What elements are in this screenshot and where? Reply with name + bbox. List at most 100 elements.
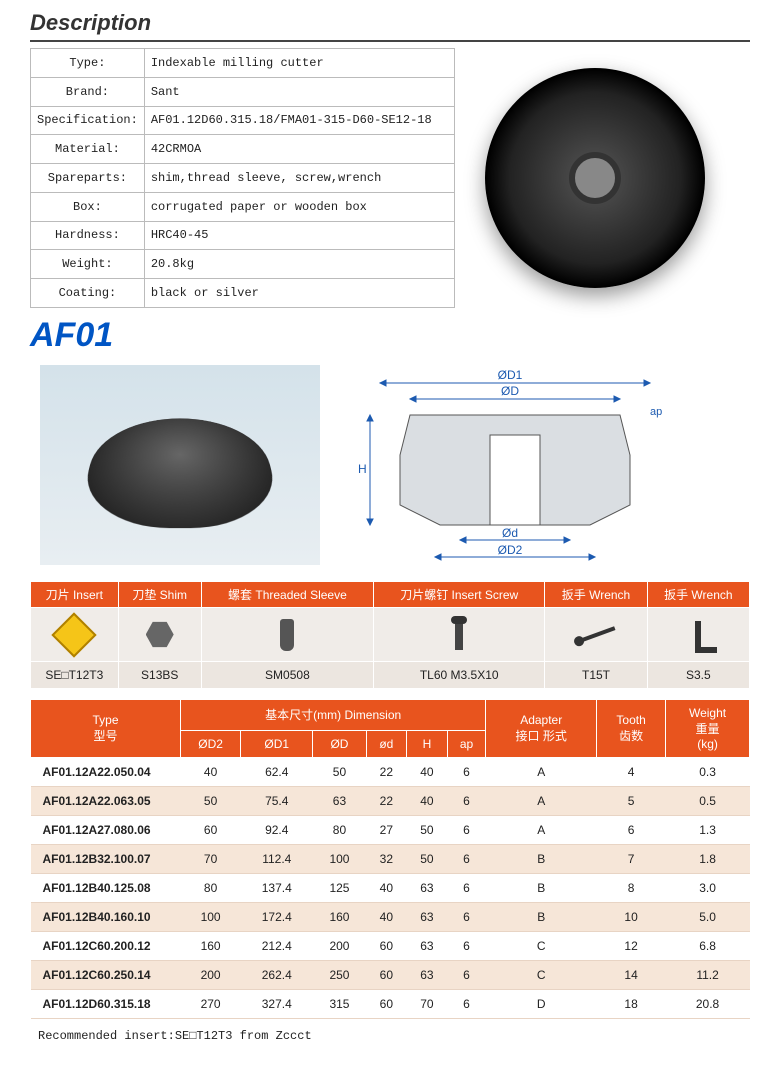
col-tooth: Tooth齿数	[597, 700, 666, 758]
cell-weight: 11.2	[666, 961, 750, 990]
cell-d: 80	[313, 816, 366, 845]
render-3d	[40, 365, 320, 565]
cell-type: AF01.12D60.315.18	[31, 990, 181, 1019]
desc-value: black or silver	[144, 279, 454, 308]
cell-tooth: 8	[597, 874, 666, 903]
cell-adapter: C	[486, 932, 597, 961]
table-row: AF01.12B32.100.07 70 112.4 100 32 50 6 B…	[31, 845, 750, 874]
desc-value: corrugated paper or wooden box	[144, 192, 454, 221]
cell-weight: 6.8	[666, 932, 750, 961]
cell-tooth: 10	[597, 903, 666, 932]
table-row: AF01.12C60.200.12 160 212.4 200 60 63 6 …	[31, 932, 750, 961]
cell-d: 160	[313, 903, 366, 932]
col-weight: Weight重量(kg)	[666, 700, 750, 758]
dimensions-table: Type型号 基本尺寸(mm) Dimension Adapter接口 形式 T…	[30, 699, 750, 1019]
cell-type: AF01.12C60.250.14	[31, 961, 181, 990]
table-row: AF01.12B40.125.08 80 137.4 125 40 63 6 B…	[31, 874, 750, 903]
cell-h: 63	[407, 903, 448, 932]
svg-text:ØD: ØD	[501, 384, 519, 398]
cell-d: 50	[313, 758, 366, 787]
cell-d: 63	[313, 787, 366, 816]
cell-h: 70	[407, 990, 448, 1019]
parts-header: 刀垫 Shim	[118, 582, 201, 608]
cell-adapter: B	[486, 874, 597, 903]
cell-weight: 0.3	[666, 758, 750, 787]
table-row: AF01.12A22.050.04 40 62.4 50 22 40 6 A 4…	[31, 758, 750, 787]
parts-header: 扳手 Wrench	[647, 582, 749, 608]
cell-h: 40	[407, 758, 448, 787]
cell-d2: 270	[181, 990, 241, 1019]
cell-d2: 40	[181, 758, 241, 787]
cell-sd: 60	[366, 990, 407, 1019]
cell-weight: 5.0	[666, 903, 750, 932]
col-type: Type型号	[31, 700, 181, 758]
cell-d2: 100	[181, 903, 241, 932]
description-table: Type:Indexable milling cutterBrand:SantS…	[30, 48, 455, 308]
cell-d1: 212.4	[241, 932, 313, 961]
cell-type: AF01.12A22.050.04	[31, 758, 181, 787]
screw-icon	[455, 620, 463, 650]
cell-sd: 60	[366, 932, 407, 961]
cell-weight: 0.5	[666, 787, 750, 816]
cell-adapter: A	[486, 758, 597, 787]
part-icon-cell	[647, 608, 749, 662]
cell-ap: 6	[447, 787, 486, 816]
cell-adapter: B	[486, 845, 597, 874]
cell-d: 125	[313, 874, 366, 903]
parts-table: 刀片 Insert刀垫 Shim螺套 Threaded Sleeve刀片螺钉 I…	[30, 581, 750, 689]
desc-label: Box:	[31, 192, 145, 221]
cell-type: AF01.12A27.080.06	[31, 816, 181, 845]
parts-header: 刀片螺钉 Insert Screw	[374, 582, 545, 608]
cell-type: AF01.12B32.100.07	[31, 845, 181, 874]
cell-type: AF01.12B40.125.08	[31, 874, 181, 903]
cell-sd: 32	[366, 845, 407, 874]
part-code: SE□T12T3	[31, 662, 119, 689]
svg-text:ap: ap	[650, 406, 662, 418]
table-row: AF01.12D60.315.18 270 327.4 315 60 70 6 …	[31, 990, 750, 1019]
desc-value: Indexable milling cutter	[144, 49, 454, 78]
col-dimension: 基本尺寸(mm) Dimension	[181, 700, 486, 731]
desc-value: AF01.12D60.315.18/FMA01-315-D60-SE12-18	[144, 106, 454, 135]
dim-subheader: ØD2	[181, 730, 241, 757]
cell-d2: 50	[181, 787, 241, 816]
part-icon-cell	[545, 608, 647, 662]
part-code: SM0508	[201, 662, 373, 689]
cell-adapter: A	[486, 787, 597, 816]
cell-d1: 262.4	[241, 961, 313, 990]
cell-sd: 40	[366, 903, 407, 932]
cell-d: 315	[313, 990, 366, 1019]
cutter-disc-render	[485, 68, 705, 288]
section-title: Description	[30, 10, 750, 42]
svg-text:ØD1: ØD1	[498, 368, 523, 382]
cell-ap: 6	[447, 932, 486, 961]
cell-d1: 62.4	[241, 758, 313, 787]
insert-icon	[52, 612, 97, 657]
table-row: AF01.12A27.080.06 60 92.4 80 27 50 6 A 6…	[31, 816, 750, 845]
cell-d2: 80	[181, 874, 241, 903]
top-row: Type:Indexable milling cutterBrand:SantS…	[30, 48, 750, 308]
cell-d: 250	[313, 961, 366, 990]
cell-d2: 70	[181, 845, 241, 874]
part-icon-cell	[118, 608, 201, 662]
parts-header: 螺套 Threaded Sleeve	[201, 582, 373, 608]
cell-weight: 20.8	[666, 990, 750, 1019]
cell-sd: 22	[366, 787, 407, 816]
cell-sd: 22	[366, 758, 407, 787]
cell-adapter: B	[486, 903, 597, 932]
model-label: AF01	[30, 316, 750, 355]
cell-weight: 1.3	[666, 816, 750, 845]
desc-label: Type:	[31, 49, 145, 78]
cell-h: 63	[407, 961, 448, 990]
desc-label: Hardness:	[31, 221, 145, 250]
cell-adapter: D	[486, 990, 597, 1019]
cell-weight: 3.0	[666, 874, 750, 903]
desc-value: HRC40-45	[144, 221, 454, 250]
part-code: S13BS	[118, 662, 201, 689]
dim-subheader: ap	[447, 730, 486, 757]
cell-h: 50	[407, 816, 448, 845]
parts-header: 刀片 Insert	[31, 582, 119, 608]
cell-tooth: 18	[597, 990, 666, 1019]
cell-h: 63	[407, 932, 448, 961]
cell-d: 100	[313, 845, 366, 874]
svg-text:Ød: Ød	[502, 526, 518, 540]
